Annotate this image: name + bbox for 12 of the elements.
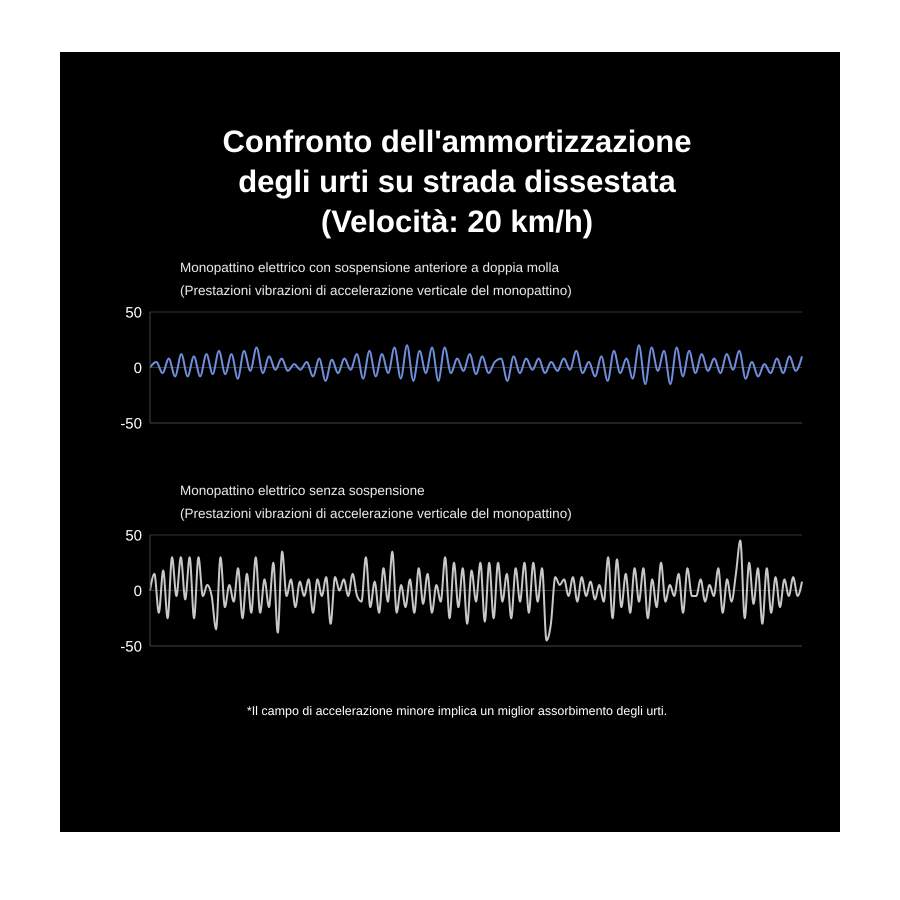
chart-title: Confronto dell'ammortizzazione degli urti su strada dissestata (Velocità: 20 km/h) (222, 123, 692, 241)
y-tick-label: 50 (125, 304, 142, 322)
line-series (149, 344, 803, 386)
y-tick-label: 50 (125, 527, 142, 544)
y-tick-label: -50 (120, 415, 142, 432)
y-tick-label: 0 (134, 582, 142, 600)
y-tick-label: 0 (134, 360, 142, 377)
y-tick-label: -50 (120, 638, 142, 656)
line-series (149, 540, 803, 642)
chart-subtitle: Monopattino elettrico con sospensione anteriore a doppia molla (Prestazioni vibrazioni di accelerazione verticale del monopattino) (180, 259, 573, 300)
text: *Il campo di accelerazione minore implica un miglior assorbimento degli urti. (246, 704, 668, 718)
chart-subtitle: Monopattino elettrico senza sospensione (Prestazioni vibrazioni di accelerazione verticale del monopattino) (180, 482, 573, 523)
